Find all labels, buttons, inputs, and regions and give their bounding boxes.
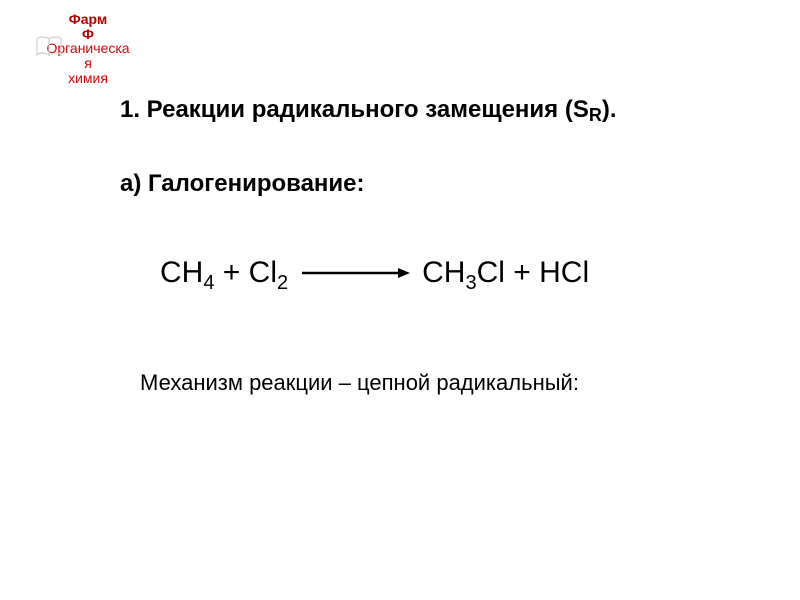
- department-line2: я: [28, 56, 148, 71]
- logo-block: Фарм Ф Органическа я химия: [28, 12, 148, 85]
- book-icon: [36, 36, 62, 58]
- heading-prefix: 1. Реакции радикального замещения (S: [120, 96, 589, 123]
- equation-left: CH4 + Cl2: [160, 256, 288, 290]
- heading-subscript: R: [589, 105, 602, 125]
- department-line3: химия: [28, 71, 148, 86]
- arrow-icon: [300, 266, 410, 280]
- section-heading: 1. Реакции радикального замещения (SR).: [120, 96, 617, 126]
- mechanism-text: Механизм реакции – цепной радикальный:: [140, 370, 579, 396]
- reaction-equation: CH4 + Cl2 CH3Cl + HCl: [160, 256, 589, 290]
- subsection-heading: а) Галогенирование:: [120, 170, 365, 198]
- heading-suffix: ).: [602, 96, 617, 123]
- slide: Фарм Ф Органическа я химия 1. Реакции ра…: [0, 0, 800, 600]
- equation-right: CH3Cl + HCl: [422, 256, 589, 290]
- logo-text-line1: Фарм: [28, 12, 148, 27]
